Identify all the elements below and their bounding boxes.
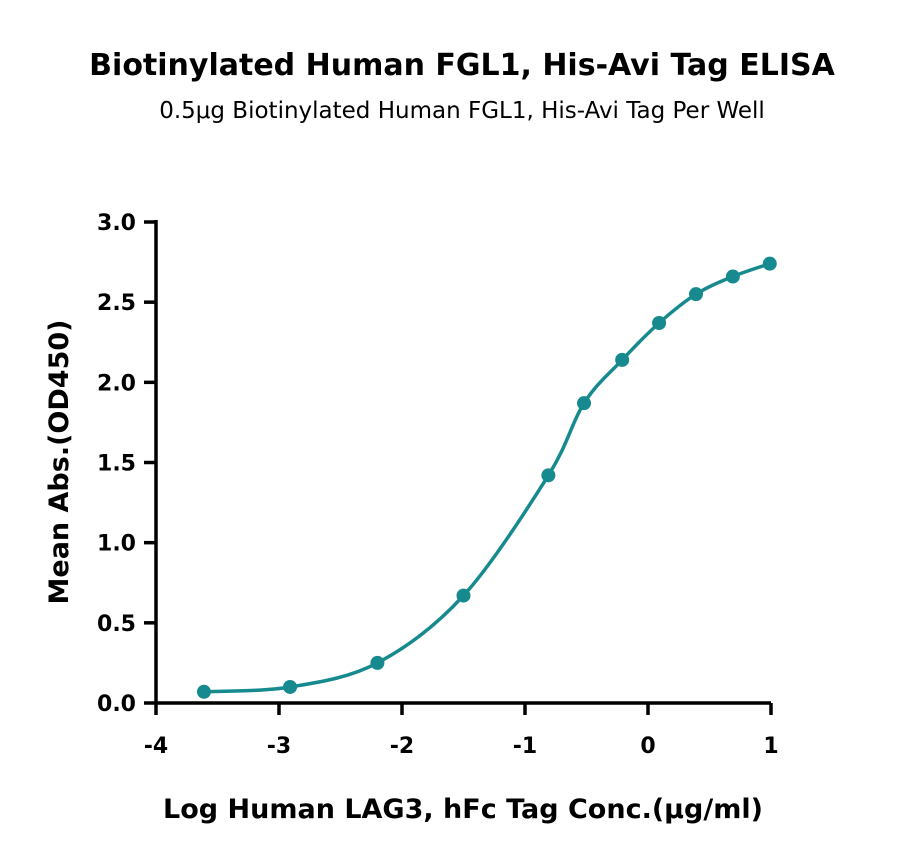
chart-subtitle: 0.5μg Biotinylated Human FGL1, His-Avi T… xyxy=(159,98,765,124)
y-axis-label: Mean Abs.(OD450) xyxy=(44,320,75,605)
y-tick-label: 3.0 xyxy=(97,211,136,236)
y-axis-ticks: 0.0 0.5 1.0 1.5 2.0 2.5 3.0 xyxy=(97,211,156,717)
plot-area: 0.0 0.5 1.0 1.5 2.0 2.5 3.0 -4 -3 -2 -1 0 1 xyxy=(97,211,779,759)
y-tick-label: 1.0 xyxy=(97,532,136,557)
x-tick-label: -4 xyxy=(144,734,168,759)
x-tick-label: 0 xyxy=(640,734,655,759)
series-layer xyxy=(196,256,777,699)
x-axis-ticks: -4 -3 -2 -1 0 1 xyxy=(144,703,779,759)
data-point xyxy=(577,396,592,411)
y-tick-label: 0.5 xyxy=(97,612,136,637)
data-point xyxy=(725,269,740,284)
data-point xyxy=(196,684,211,699)
fit-curve xyxy=(202,261,772,694)
y-tick-label: 2.0 xyxy=(97,371,136,396)
x-tick-label: -1 xyxy=(513,734,537,759)
data-point xyxy=(370,655,385,670)
data-point xyxy=(688,287,703,302)
y-tick-label: 1.5 xyxy=(97,452,136,477)
data-point xyxy=(541,468,556,483)
data-point xyxy=(283,679,298,694)
data-point xyxy=(652,316,667,331)
data-point xyxy=(762,256,777,271)
y-tick-label: 0.0 xyxy=(97,692,136,717)
data-point xyxy=(456,588,471,603)
x-tick-label: 1 xyxy=(763,734,778,759)
x-tick-label: -3 xyxy=(267,734,291,759)
x-tick-label: -2 xyxy=(390,734,414,759)
x-axis-label: Log Human LAG3, hFc Tag Conc.(μg/ml) xyxy=(163,794,763,825)
y-tick-label: 2.5 xyxy=(97,291,136,316)
data-point xyxy=(615,352,630,367)
chart-title: Biotinylated Human FGL1, His-Avi Tag ELI… xyxy=(89,48,835,83)
